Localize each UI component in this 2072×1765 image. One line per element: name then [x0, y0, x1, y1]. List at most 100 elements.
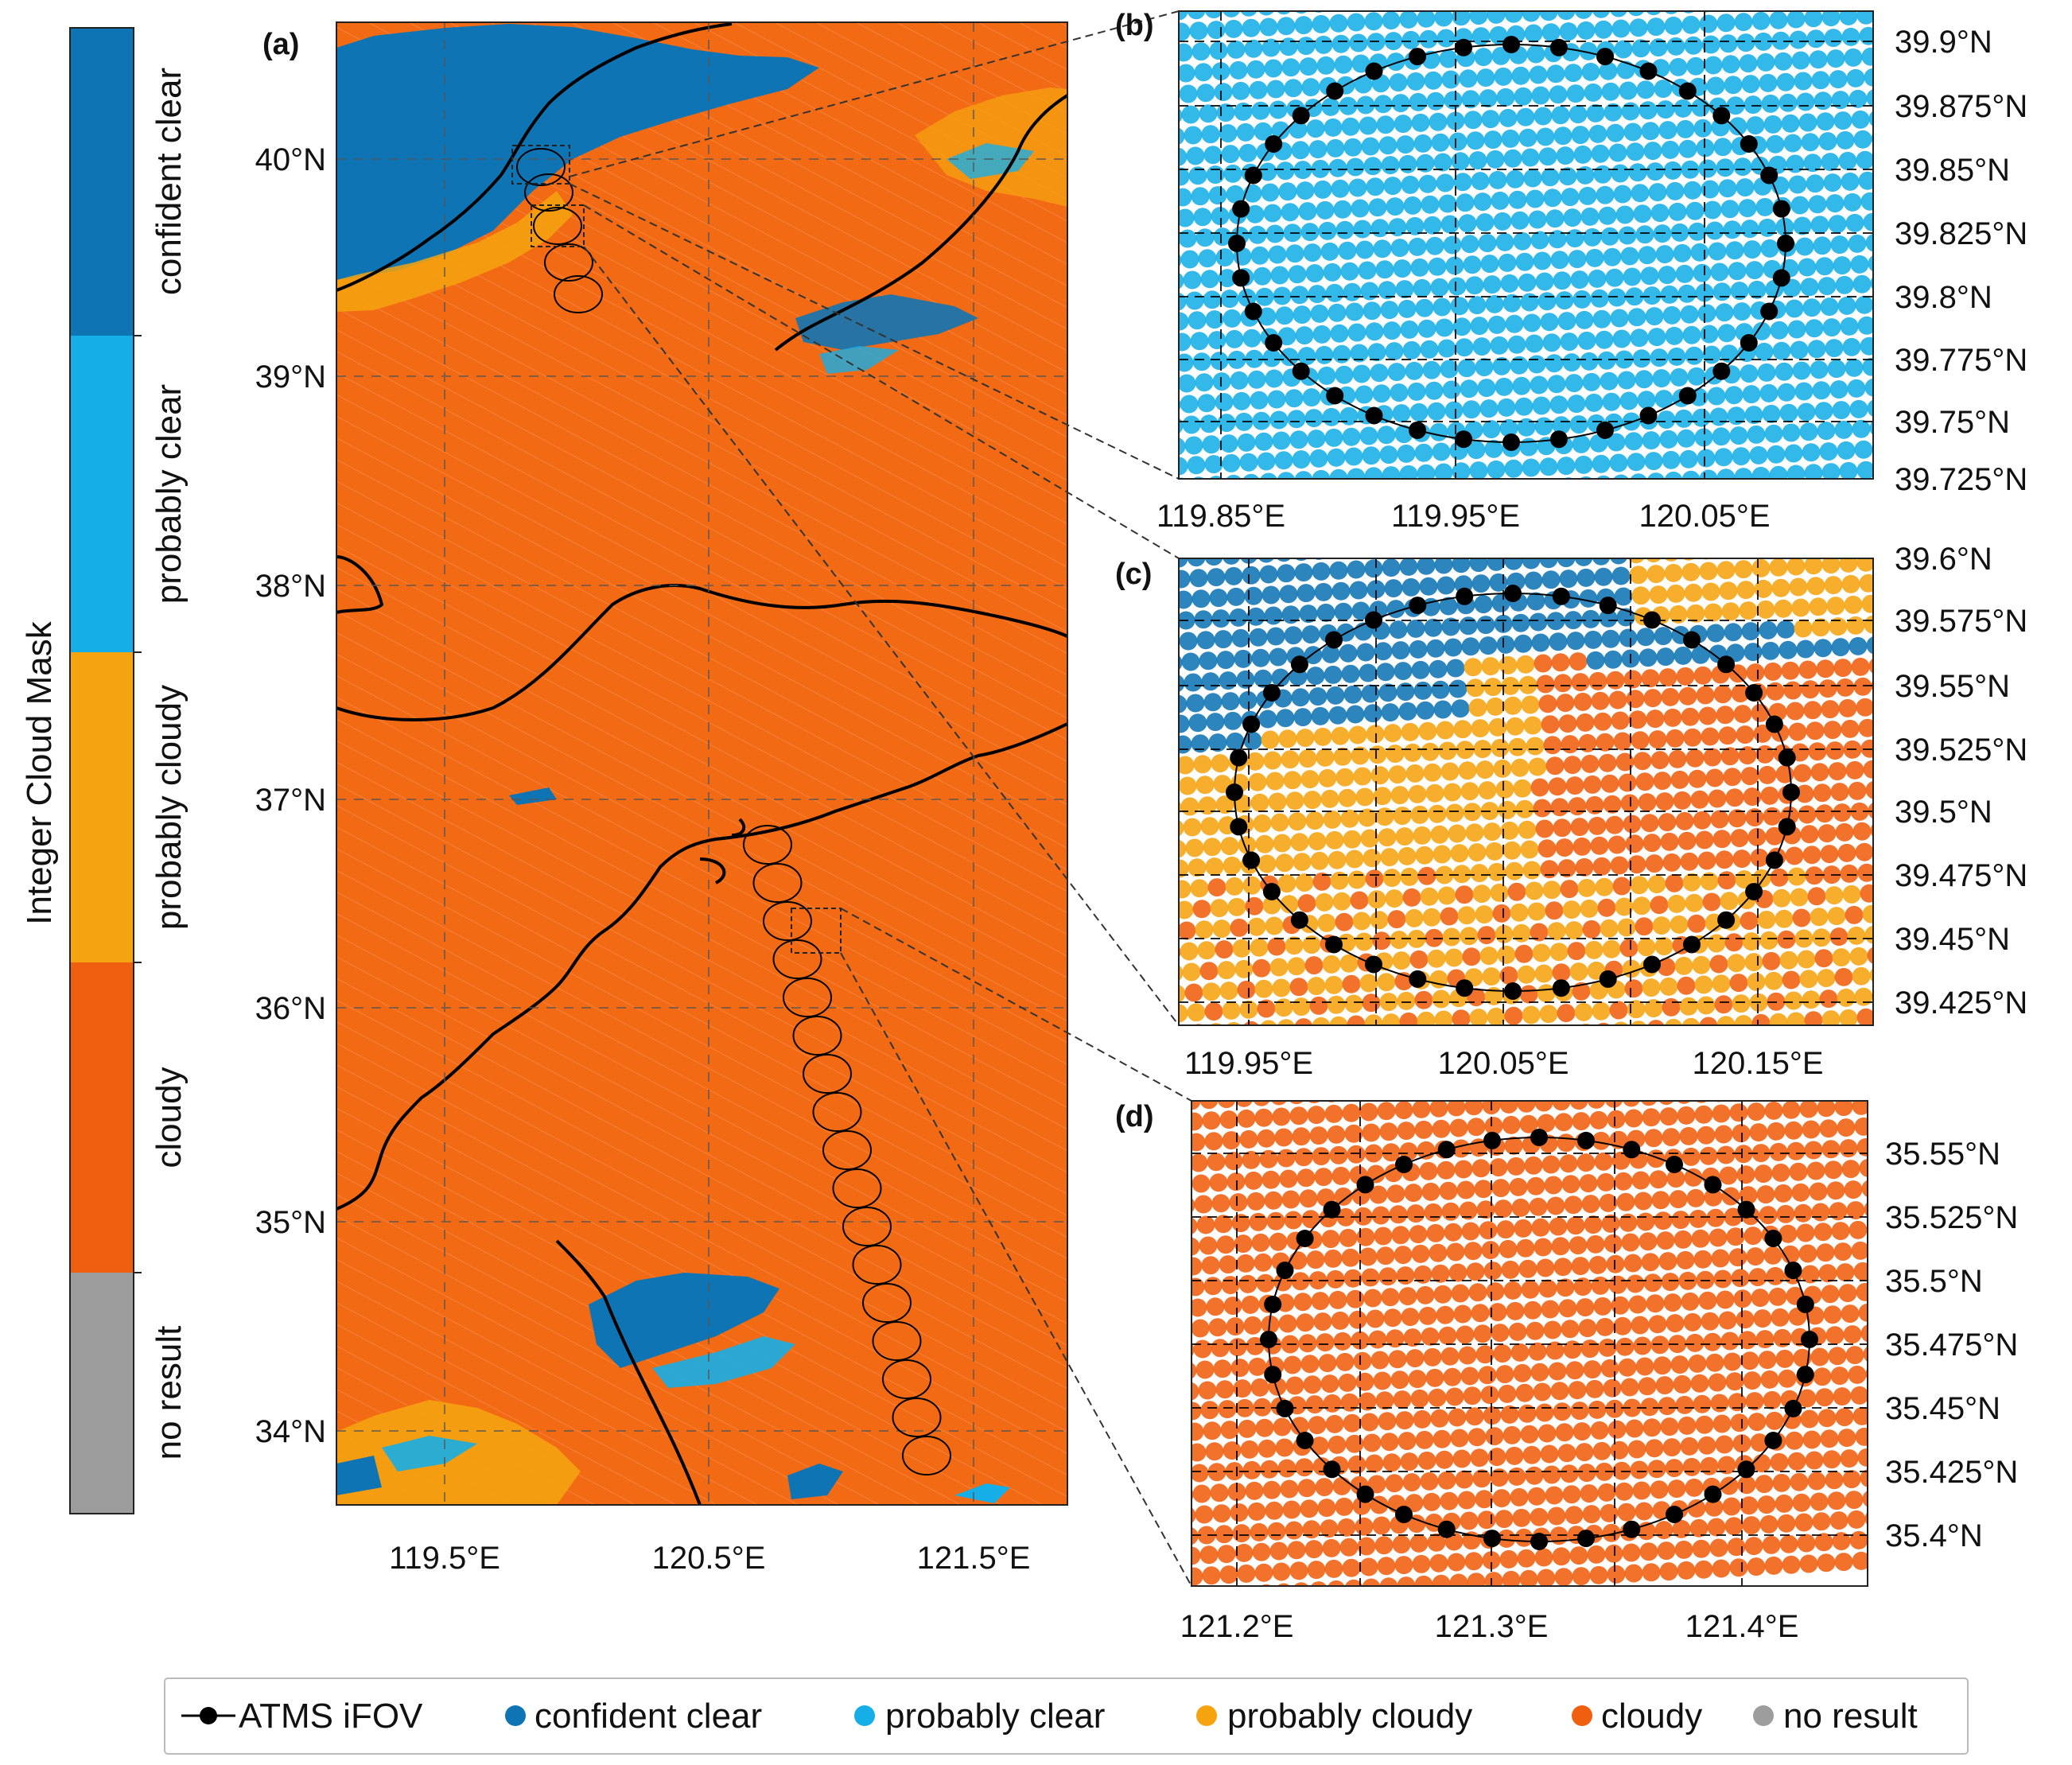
pixel-dot — [1785, 1431, 1804, 1450]
pixel-dot — [1764, 1101, 1783, 1120]
pixel-dot — [1245, 349, 1264, 368]
pixel-dot — [1865, 1055, 1883, 1073]
pixel-dot — [1191, 1546, 1201, 1565]
pixel-dot — [1371, 1206, 1390, 1225]
pixel-dot — [1179, 437, 1186, 456]
pixel-dot — [1179, 188, 1192, 207]
pixel-dot — [1313, 727, 1332, 746]
pixel-dot — [1347, 1145, 1366, 1164]
pixel-dot — [1595, 877, 1614, 896]
pixel-dot — [1561, 735, 1580, 754]
pixel-dot — [1897, 1178, 1915, 1196]
pixel-dot — [1650, 348, 1669, 367]
pixel-dot — [1394, 662, 1413, 681]
pixel-dot — [1841, 172, 1860, 191]
pixel-dot — [1691, 98, 1710, 117]
pixel-dot — [1565, 1024, 1572, 1025]
pixel-dot — [1638, 1067, 1656, 1085]
panel-c-lat-tick: 39.475°N — [1895, 858, 2027, 893]
pixel-dot — [1839, 461, 1858, 479]
pixel-dot — [1500, 1405, 1519, 1424]
atms-ifov-point — [1772, 269, 1790, 287]
pixel-dot — [1378, 828, 1397, 847]
pixel-dot — [1693, 811, 1712, 830]
pixel-dot — [1618, 1048, 1636, 1066]
pixel-dot — [1254, 432, 1273, 451]
pixel-dot — [1331, 581, 1351, 601]
pixel-dot — [1860, 884, 1873, 903]
pixel-dot — [1818, 132, 1837, 151]
pixel-dot — [1456, 1180, 1475, 1199]
pixel-dot — [1471, 574, 1491, 593]
pixel-dot — [1743, 787, 1762, 807]
pixel-dot — [1574, 1002, 1593, 1021]
pixel-dot — [1333, 200, 1352, 219]
pixel-dot — [1779, 1534, 1798, 1553]
pixel-dot — [1280, 895, 1299, 914]
pixel-dot — [1663, 1293, 1682, 1312]
pixel-dot — [1258, 558, 1274, 563]
pixel-dot — [1334, 602, 1353, 621]
pixel-dot — [1342, 1103, 1361, 1122]
pixel-dot — [1665, 1018, 1682, 1025]
pixel-dot — [1600, 919, 1619, 938]
atms-footprint — [524, 173, 573, 212]
pixel-dot — [1680, 852, 1699, 871]
pixel-dot — [1770, 1452, 1789, 1471]
pixel-dot — [1820, 1429, 1839, 1448]
pixel-dot — [1657, 958, 1676, 977]
atms-ifov-point — [1764, 1230, 1782, 1247]
pixel-dot — [1355, 1517, 1374, 1536]
pixel-dot — [1620, 247, 1639, 266]
pixel-dot — [1149, 1404, 1167, 1422]
pixel-dot — [1724, 386, 1744, 405]
pixel-dot — [1475, 213, 1495, 232]
pixel-dot — [1796, 640, 1815, 659]
pixel-dot — [1552, 1101, 1571, 1111]
pixel-dot — [1569, 1101, 1588, 1110]
pixel-dot — [1670, 915, 1689, 934]
pixel-dot — [1638, 246, 1657, 265]
pixel-dot — [1725, 241, 1744, 260]
pixel-dot — [1443, 783, 1462, 802]
pixel-dot — [1537, 292, 1557, 311]
pixel-dot — [1646, 565, 1666, 584]
pixel-dot — [1280, 348, 1299, 367]
pixel-dot — [1633, 752, 1652, 771]
pixel-dot — [1815, 804, 1834, 823]
atms-ifov-point — [1530, 1129, 1548, 1146]
pixel-dot — [1872, 301, 1873, 307]
pixel-dot — [1208, 733, 1227, 752]
pixel-dot — [1407, 929, 1426, 948]
pixel-dot — [1179, 632, 1198, 651]
pixel-dot — [1811, 1203, 1830, 1222]
pixel-dot — [1819, 442, 1838, 461]
pixel-dot — [1490, 883, 1509, 902]
pixel-dot — [1179, 637, 1180, 647]
pixel-dot — [1433, 535, 1451, 554]
pixel-dot — [1432, 989, 1451, 1009]
pixel-dot — [1397, 1122, 1416, 1141]
pixel-dot — [1631, 1021, 1646, 1025]
pixel-dot — [1486, 150, 1505, 169]
pixel-dot — [1359, 663, 1378, 682]
pixel-dot — [1185, 838, 1204, 857]
pixel-dot — [1308, 285, 1327, 304]
pixel-dot — [1715, 850, 1734, 869]
pixel-dot — [1363, 301, 1382, 321]
pixel-dot — [1647, 875, 1666, 894]
pixel-dot — [1620, 1378, 1639, 1397]
pixel-dot — [1489, 1158, 1508, 1177]
pixel-dot — [1282, 1500, 1301, 1519]
pixel-dot — [1847, 1510, 1866, 1529]
pixel-dot — [1408, 1059, 1426, 1077]
pixel-dot — [1170, 1589, 1188, 1608]
panel-c-lat-tick: 39.425°N — [1895, 986, 2027, 1021]
pixel-dot — [1571, 126, 1590, 145]
pixel-dot — [1431, 1264, 1450, 1283]
pixel-dot — [1883, 1054, 1901, 1072]
panel-b-lon-tick: 119.95°E — [1391, 499, 1520, 534]
pixel-dot — [1623, 814, 1642, 834]
pixel-dot — [1668, 202, 1687, 221]
pixel-dot — [1604, 103, 1623, 122]
